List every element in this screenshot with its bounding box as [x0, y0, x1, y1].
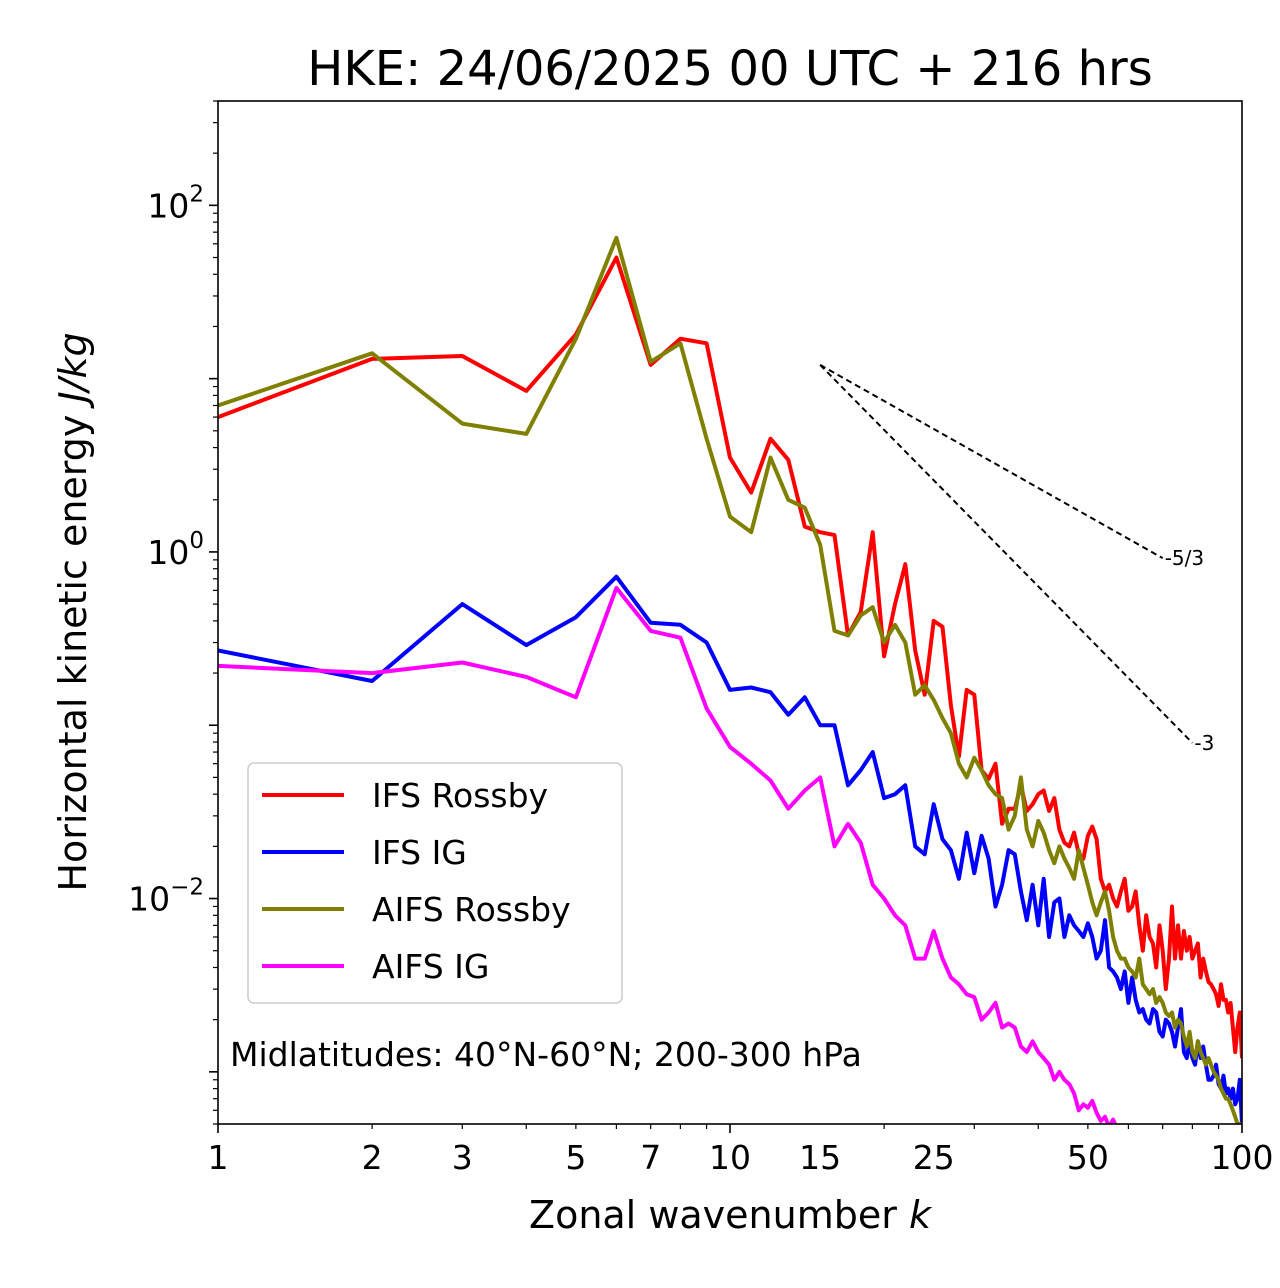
y-tick-label: 10−2: [128, 875, 204, 919]
legend-entries: IFS Rossby IFS IG AIFS Rossby AIFS IG: [262, 776, 571, 986]
x-axis-label: Zonal wavenumber k: [529, 1193, 933, 1237]
legend-label-ifs-ig: IFS IG: [372, 833, 467, 872]
y-tick-exponent: 0: [189, 528, 204, 554]
region-annotation: Midlatitudes: 40°N-60°N; 200-300 hPa: [230, 1035, 862, 1074]
plot-frame: [217, 100, 1243, 1125]
y-tick-label: 100: [147, 528, 204, 572]
x-tick-label: 15: [799, 1138, 841, 1177]
legend: IFS Rossby IFS IG AIFS Rossby AIFS IG: [247, 762, 623, 1004]
y-tick-base: 10: [147, 186, 189, 225]
reference-slope-line-5-3: [819, 364, 1164, 560]
reference-slope-label-3: -3: [1194, 731, 1214, 755]
y-tick-label: 102: [147, 181, 204, 225]
x-tick-label: 10: [709, 1138, 751, 1177]
series-line-aifs-rossby: [218, 235, 1242, 1124]
x-axis-ticks: 1 2 3 5 7 10 15 25 50 100: [208, 1124, 1274, 1177]
reference-slope-label-5-3: -5/3: [1165, 546, 1204, 570]
x-tick-label: 1: [208, 1138, 229, 1177]
series-layer: [218, 235, 1242, 1124]
y-tick-base: 10: [147, 533, 189, 572]
y-tick-exponent: −2: [170, 875, 204, 901]
y-tick-exponent: 2: [189, 181, 204, 207]
x-tick-label: 100: [1211, 1138, 1274, 1177]
x-tick-label: 5: [565, 1138, 586, 1177]
x-tick-label: 25: [913, 1138, 955, 1177]
y-tick-base: 10: [128, 880, 170, 919]
reference-slope-line-3: [819, 364, 1194, 744]
x-tick-label: 2: [362, 1138, 383, 1177]
x-tick-label: 3: [452, 1138, 473, 1177]
x-tick-label: 50: [1067, 1138, 1109, 1177]
reference-slopes: -5/3 -3: [819, 364, 1214, 755]
y-axis-label: Horizontal kinetic energy J/kg: [51, 332, 95, 891]
legend-label-ifs-rossby: IFS Rossby: [372, 776, 548, 815]
legend-label-aifs-rossby: AIFS Rossby: [372, 890, 571, 929]
legend-frame: [247, 762, 623, 1004]
legend-label-aifs-ig: AIFS IG: [372, 947, 489, 986]
x-tick-label: 7: [640, 1138, 661, 1177]
series-line-aifs-ig: [218, 585, 1118, 1124]
chart-title: HKE: 24/06/2025 00 UTC + 216 hrs: [307, 41, 1153, 97]
